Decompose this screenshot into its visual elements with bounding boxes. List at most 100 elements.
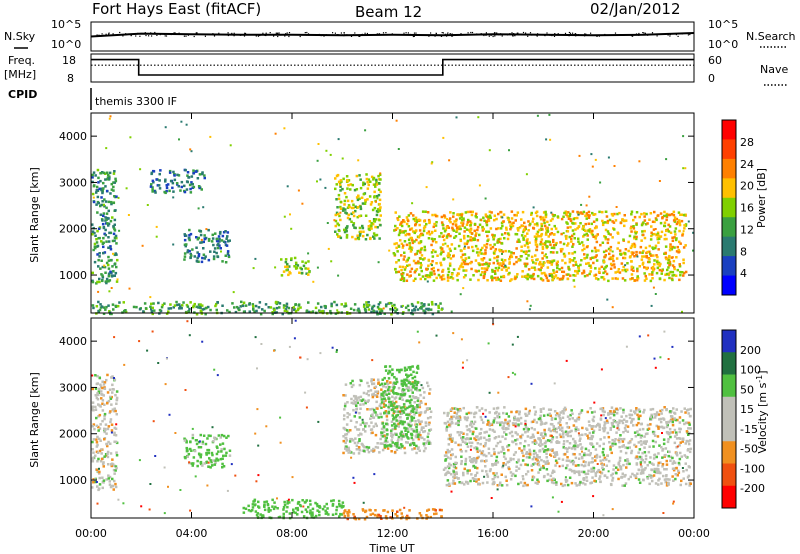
heatmap-cell (463, 247, 466, 250)
heatmap-cell (385, 404, 388, 407)
heatmap-cell (656, 261, 659, 264)
heatmap-cell (550, 430, 553, 433)
heatmap-cell (671, 475, 674, 478)
heatmap-cell (128, 214, 130, 216)
heatmap-cell (413, 447, 416, 450)
heatmap-cell (178, 303, 181, 306)
heatmap-cell (675, 473, 678, 476)
heatmap-cell (109, 480, 112, 483)
heatmap-cell (420, 402, 423, 405)
heatmap-cell (472, 211, 475, 214)
heatmap-cell (440, 264, 443, 267)
nsky-point (377, 33, 378, 34)
heatmap-cell (588, 265, 591, 268)
heatmap-cell (612, 306, 614, 308)
heatmap-cell (188, 250, 191, 253)
heatmap-cell (343, 414, 346, 417)
heatmap-cell (418, 414, 421, 417)
heatmap-cell (645, 247, 648, 250)
heatmap-cell (465, 269, 468, 272)
heatmap-cell (117, 305, 120, 308)
heatmap-cell (609, 410, 612, 413)
noise-tick-left-top: 10^5 (51, 18, 81, 31)
heatmap-cell (450, 276, 453, 279)
heatmap-cell (648, 474, 651, 477)
heatmap-cell (96, 425, 99, 428)
heatmap-cell (536, 222, 539, 225)
heatmap-cell (408, 233, 411, 236)
heatmap-cell (115, 242, 118, 245)
heatmap-cell (179, 189, 182, 192)
heatmap-cell (102, 182, 105, 185)
heatmap-cell (513, 454, 516, 457)
heatmap-cell (377, 379, 380, 382)
heatmap-cell (526, 263, 529, 266)
heatmap-cell (486, 224, 489, 227)
heatmap-cell (667, 224, 670, 227)
heatmap-cell (511, 474, 514, 477)
heatmap-cell (639, 448, 642, 451)
nsky-point (485, 35, 486, 36)
heatmap-cell (180, 121, 182, 123)
freq-tick-top: 18 (62, 54, 76, 67)
nsky-point (315, 34, 316, 35)
heatmap-cell (346, 234, 349, 237)
heatmap-cell (460, 256, 463, 259)
heatmap-cell (467, 263, 470, 266)
heatmap-cell (447, 268, 450, 271)
heatmap-cell (366, 198, 369, 201)
noise-tick-left-bottom: 10^0 (51, 38, 81, 51)
heatmap-cell (188, 239, 191, 242)
heatmap-cell (207, 466, 210, 469)
heatmap-cell (265, 303, 268, 306)
heatmap-cell (557, 231, 560, 234)
heatmap-cell (452, 255, 455, 258)
heatmap-cell (491, 234, 494, 237)
heatmap-cell (223, 435, 226, 438)
heatmap-cell (369, 238, 372, 241)
heatmap-cell (550, 475, 553, 478)
heatmap-cell (502, 412, 505, 415)
heatmap-cell (336, 206, 339, 209)
y-tick-label: 2000 (59, 223, 87, 236)
heatmap-cell (395, 414, 398, 417)
nsky-point (502, 35, 503, 36)
heatmap-cell (575, 420, 578, 423)
heatmap-cell (466, 224, 469, 227)
heatmap-cell (386, 433, 389, 436)
heatmap-cell (668, 255, 671, 258)
heatmap-cell (170, 180, 173, 183)
heatmap-cell (515, 247, 518, 250)
heatmap-cell (499, 424, 502, 427)
heatmap-cell (104, 413, 107, 416)
heatmap-cell (510, 411, 513, 414)
heatmap-cell (525, 473, 528, 476)
heatmap-cell (371, 201, 374, 204)
heatmap-cell (533, 227, 536, 230)
heatmap-cell (106, 212, 109, 215)
nsky-point (305, 32, 306, 33)
heatmap-cell (422, 258, 425, 261)
heatmap-cell (409, 425, 412, 428)
heatmap-cell (528, 250, 531, 253)
nsky-point (575, 35, 576, 36)
nsky-point (332, 32, 333, 33)
heatmap-cell (220, 436, 223, 439)
heatmap-cell (194, 255, 197, 258)
heatmap-cell (414, 224, 417, 227)
nsky-point (483, 35, 484, 36)
heatmap-cell (600, 276, 603, 279)
heatmap-cell (520, 246, 523, 249)
nsky-point (131, 35, 132, 36)
heatmap-cell (601, 266, 604, 269)
heatmap-cell (110, 248, 113, 251)
heatmap-cell (467, 482, 470, 485)
heatmap-cell (384, 383, 387, 386)
heatmap-cell (509, 432, 512, 435)
heatmap-cell (349, 429, 352, 432)
heatmap-cell (370, 389, 373, 392)
heatmap-cell (205, 228, 207, 230)
heatmap-cell (91, 448, 94, 451)
heatmap-cell (689, 415, 692, 418)
heatmap-cell (685, 462, 688, 465)
